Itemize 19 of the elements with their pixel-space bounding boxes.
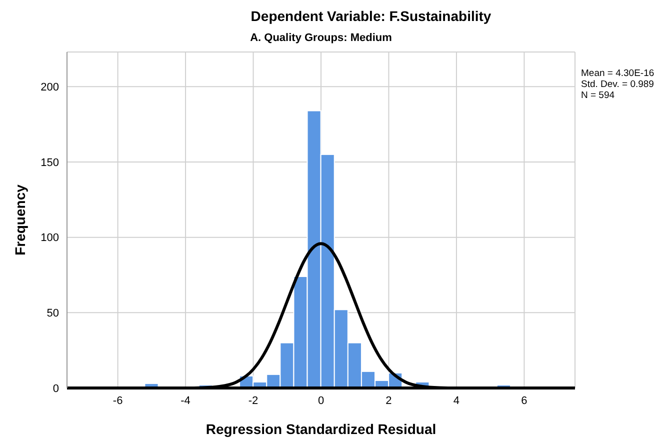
x-tick-label: 0 xyxy=(318,394,324,407)
y-tick-label: 150 xyxy=(40,156,59,169)
text: Std. Dev. = 0.989 xyxy=(581,79,654,90)
x-tick-label: -4 xyxy=(180,394,190,407)
x-tick-label: -2 xyxy=(248,394,258,407)
text: Mean = 4.30E-16 xyxy=(581,68,654,79)
y-tick-label: 50 xyxy=(46,308,59,320)
y-axis-title: Frequency xyxy=(12,184,28,256)
x-tick-label: 6 xyxy=(521,394,528,407)
y-tick-label: 0 xyxy=(52,382,59,395)
y-tick-label: 100 xyxy=(40,232,59,244)
x-tick-label: -6 xyxy=(112,394,123,407)
y-tick-label: 200 xyxy=(40,82,59,94)
x-tick-label: 4 xyxy=(453,394,460,407)
text: N = 594 xyxy=(581,90,616,101)
chart-subtitle: A. Quality Groups: Medium xyxy=(249,32,393,44)
chart-title: Dependent Variable: F.Sustainability xyxy=(250,8,492,24)
x-tick-label: 2 xyxy=(386,394,392,407)
x-axis-title: Regression Standardized Residual xyxy=(206,421,436,437)
